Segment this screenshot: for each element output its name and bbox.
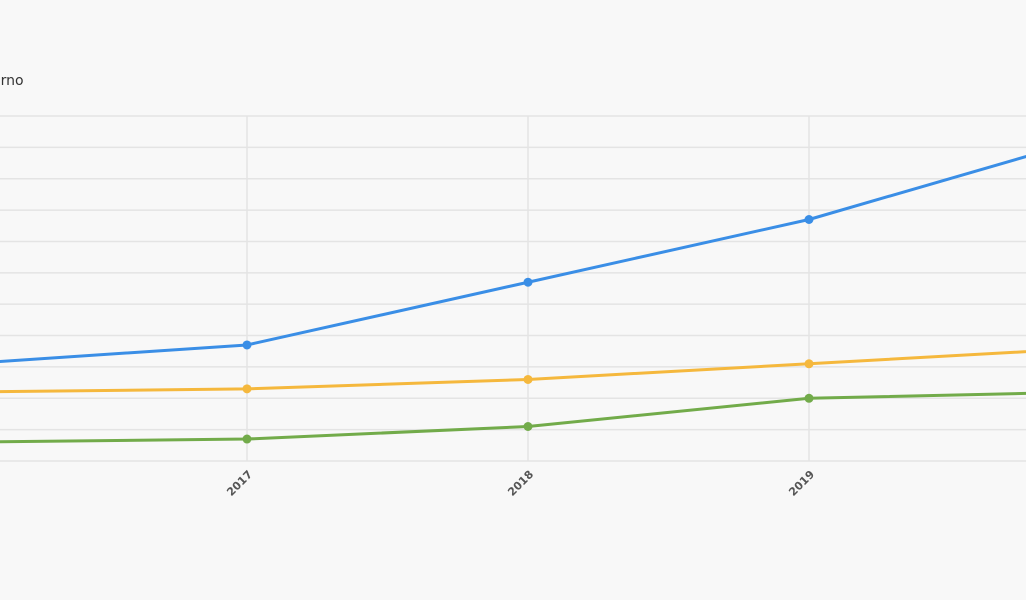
data-points xyxy=(242,215,814,444)
legend-item-label: orno xyxy=(0,73,24,89)
series-line-2 xyxy=(0,350,1026,394)
series-lines xyxy=(0,154,1026,444)
x-tick-label: 2017 xyxy=(224,468,255,499)
data-point[interactable] xyxy=(804,215,814,224)
series-line-3 xyxy=(0,391,1026,444)
data-point[interactable] xyxy=(523,422,533,431)
x-tick-label: 2019 xyxy=(786,468,817,499)
data-point[interactable] xyxy=(242,340,252,350)
data-point[interactable] xyxy=(523,277,533,287)
grid xyxy=(0,115,1026,462)
data-point[interactable] xyxy=(242,384,252,394)
data-point[interactable] xyxy=(804,393,814,403)
data-point[interactable] xyxy=(242,434,252,444)
x-axis-ticks: 2017 2018 2019 xyxy=(224,468,817,499)
series-line-1 xyxy=(0,154,1026,363)
x-tick-label: 2018 xyxy=(505,468,536,499)
data-point[interactable] xyxy=(804,359,814,369)
data-point[interactable] xyxy=(523,374,533,384)
